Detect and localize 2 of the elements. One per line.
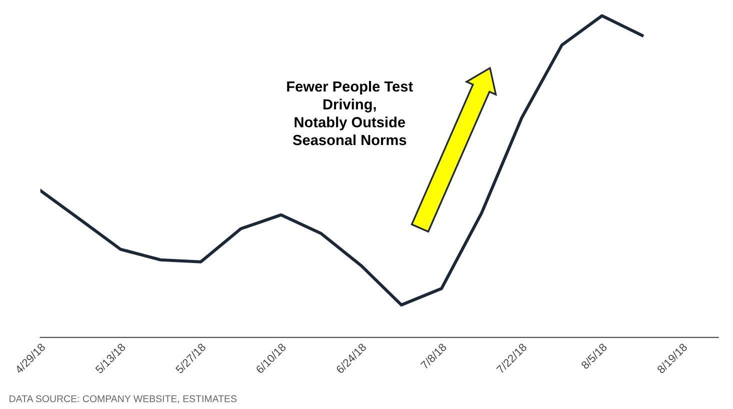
source-note: DATA SOURCE: COMPANY WEBSITE, ESTIMATES <box>10 395 237 404</box>
annotation: Fewer People Test Driving, Notably Outside Seasonal Norms <box>287 80 413 146</box>
